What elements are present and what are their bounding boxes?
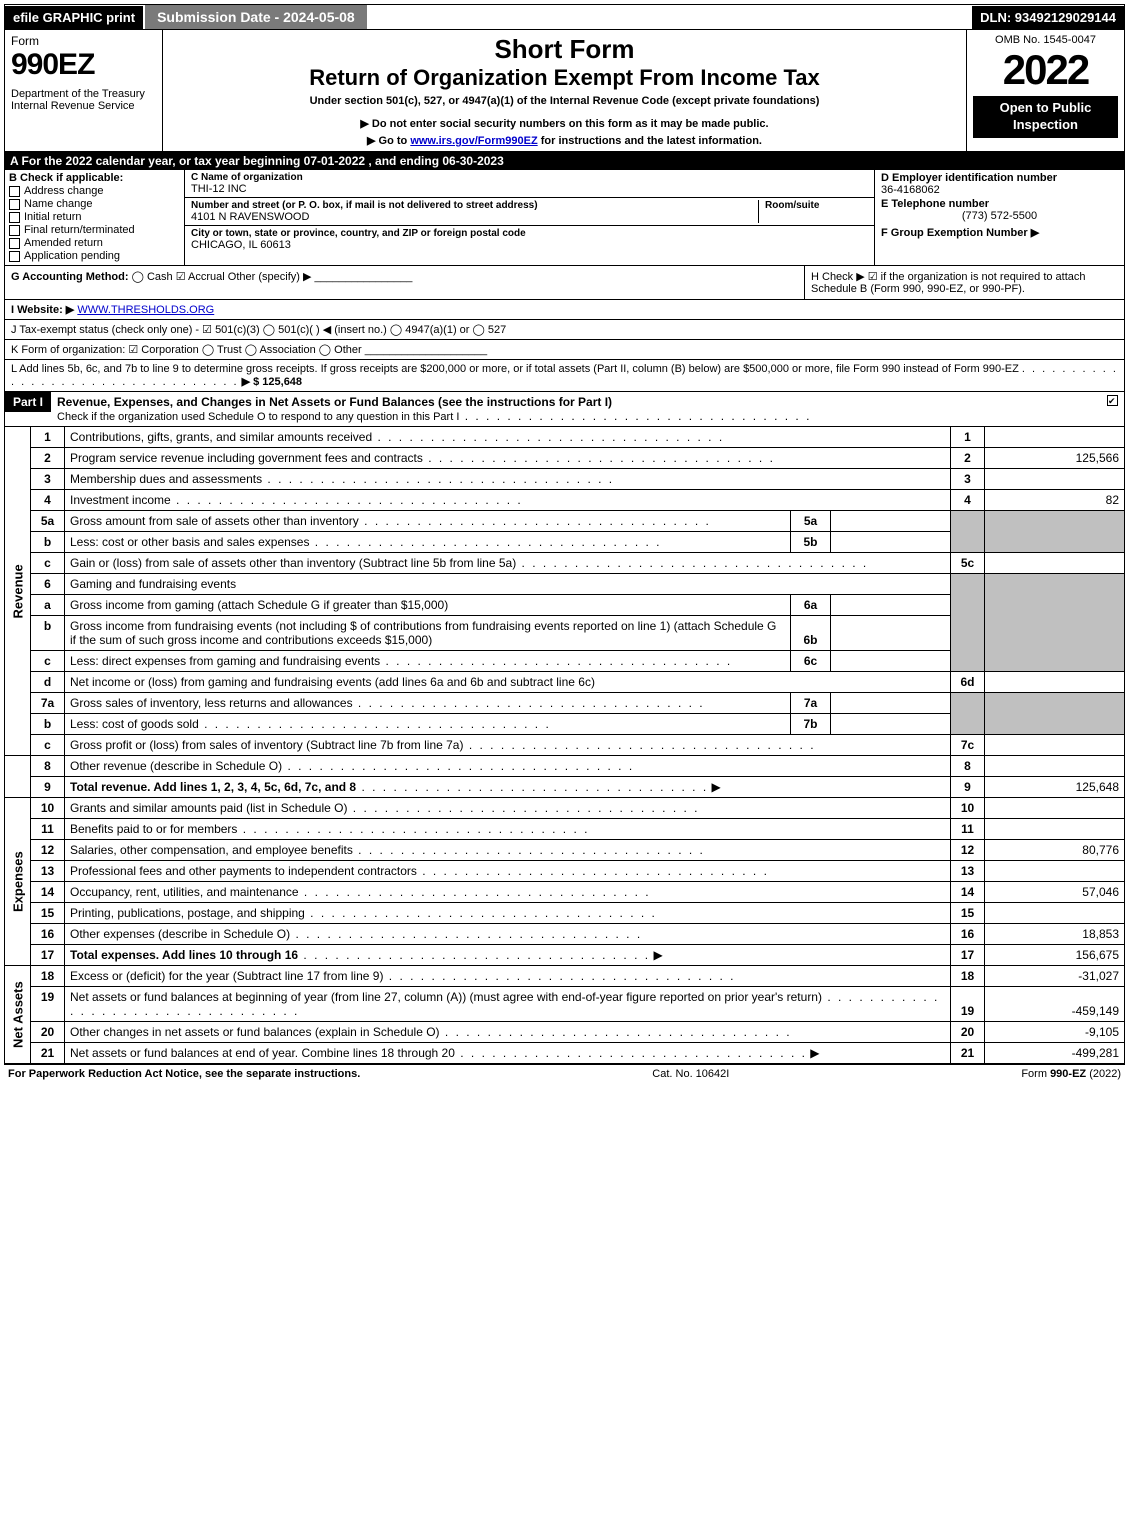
cb-app-pending[interactable]: Application pending <box>9 250 180 262</box>
goto-link[interactable]: www.irs.gov/Form990EZ <box>410 135 537 147</box>
cb-accrual[interactable]: ☑ Accrual <box>176 271 225 283</box>
section-b: B Check if applicable: Address change Na… <box>5 170 185 265</box>
website-link[interactable]: WWW.THRESHOLDS.ORG <box>77 304 214 316</box>
cb-other[interactable]: Other (specify) ▶ ________________ <box>228 271 413 283</box>
section-def: D Employer identification number 36-4168… <box>874 170 1124 265</box>
form-header: Form 990EZ Department of the Treasury In… <box>4 30 1125 152</box>
gross-receipts: ▶ $ 125,648 <box>242 376 302 388</box>
c-name-label: C Name of organization <box>191 172 868 183</box>
side-revenue: Revenue <box>5 427 31 756</box>
footer-left: For Paperwork Reduction Act Notice, see … <box>8 1068 360 1080</box>
cb-initial-return[interactable]: Initial return <box>9 211 180 223</box>
section-c: C Name of organization THI-12 INC Number… <box>185 170 874 265</box>
goto-note: ▶ Go to www.irs.gov/Form990EZ for instru… <box>169 134 960 147</box>
footer: For Paperwork Reduction Act Notice, see … <box>4 1064 1125 1083</box>
d-ein-label: D Employer identification number <box>881 172 1118 184</box>
part1-badge: Part I <box>5 392 51 412</box>
org-city: CHICAGO, IL 60613 <box>191 239 868 251</box>
side-expenses: Expenses <box>5 798 31 966</box>
dept-label: Department of the Treasury Internal Reve… <box>11 88 156 112</box>
header-center: Short Form Return of Organization Exempt… <box>163 30 966 151</box>
section-h: H Check ▶ ☑ if the organization is not r… <box>804 266 1124 299</box>
info-grid: B Check if applicable: Address change Na… <box>4 170 1125 266</box>
omb-label: OMB No. 1545-0047 <box>973 34 1118 46</box>
cb-final-return[interactable]: Final return/terminated <box>9 224 180 236</box>
header-right: OMB No. 1545-0047 2022 Open to Public In… <box>966 30 1124 151</box>
header-left: Form 990EZ Department of the Treasury In… <box>5 30 163 151</box>
part1-table: Revenue 1 Contributions, gifts, grants, … <box>4 427 1125 1064</box>
dln-label: DLN: 93492129029144 <box>972 6 1124 29</box>
cb-address-change[interactable]: Address change <box>9 185 180 197</box>
e-phone-label: E Telephone number <box>881 198 1118 210</box>
cb-name-change[interactable]: Name change <box>9 198 180 210</box>
section-b-label: B Check if applicable: <box>9 172 180 184</box>
org-name: THI-12 INC <box>191 183 868 195</box>
footer-right: Form 990-EZ (2022) <box>1021 1068 1121 1080</box>
under-section: Under section 501(c), 527, or 4947(a)(1)… <box>169 95 960 107</box>
return-title: Return of Organization Exempt From Incom… <box>169 65 960 91</box>
f-group-label: F Group Exemption Number ▶ <box>881 226 1118 239</box>
room-label: Room/suite <box>765 200 868 211</box>
ein-value: 36-4168062 <box>881 184 1118 196</box>
cb-amended[interactable]: Amended return <box>9 237 180 249</box>
side-netassets: Net Assets <box>5 966 31 1064</box>
c-street-label: Number and street (or P. O. box, if mail… <box>191 200 758 211</box>
form-word: Form <box>11 34 156 48</box>
part1-checkbox[interactable] <box>1101 392 1124 413</box>
part1-header-row: Part I Revenue, Expenses, and Changes in… <box>4 392 1125 427</box>
section-a: A For the 2022 calendar year, or tax yea… <box>4 152 1125 170</box>
section-i: I Website: ▶ WWW.THRESHOLDS.ORG <box>4 300 1125 320</box>
section-g: G Accounting Method: ◯ Cash ☑ Accrual Ot… <box>5 266 804 299</box>
submission-date: Submission Date - 2024-05-08 <box>143 5 369 29</box>
row-gh: G Accounting Method: ◯ Cash ☑ Accrual Ot… <box>4 266 1125 300</box>
c-city-label: City or town, state or province, country… <box>191 228 868 239</box>
org-street: 4101 N RAVENSWOOD <box>191 211 758 223</box>
section-l: L Add lines 5b, 6c, and 7b to line 9 to … <box>4 360 1125 392</box>
short-form-title: Short Form <box>169 34 960 65</box>
tax-year: 2022 <box>973 46 1118 94</box>
efile-label[interactable]: efile GRAPHIC print <box>5 6 143 29</box>
phone-value: (773) 572-5500 <box>881 210 1118 222</box>
footer-mid: Cat. No. 10642I <box>652 1068 729 1080</box>
cb-cash[interactable]: ◯ Cash <box>132 271 173 283</box>
part1-title: Revenue, Expenses, and Changes in Net As… <box>51 392 1101 426</box>
open-inspection: Open to Public Inspection <box>973 96 1118 138</box>
form-number: 990EZ <box>11 48 156 82</box>
section-j: J Tax-exempt status (check only one) - ☑… <box>4 320 1125 340</box>
no-ssn-note: ▶ Do not enter social security numbers o… <box>169 117 960 130</box>
top-bar: efile GRAPHIC print Submission Date - 20… <box>4 4 1125 30</box>
section-k: K Form of organization: ☑ Corporation ◯ … <box>4 340 1125 360</box>
